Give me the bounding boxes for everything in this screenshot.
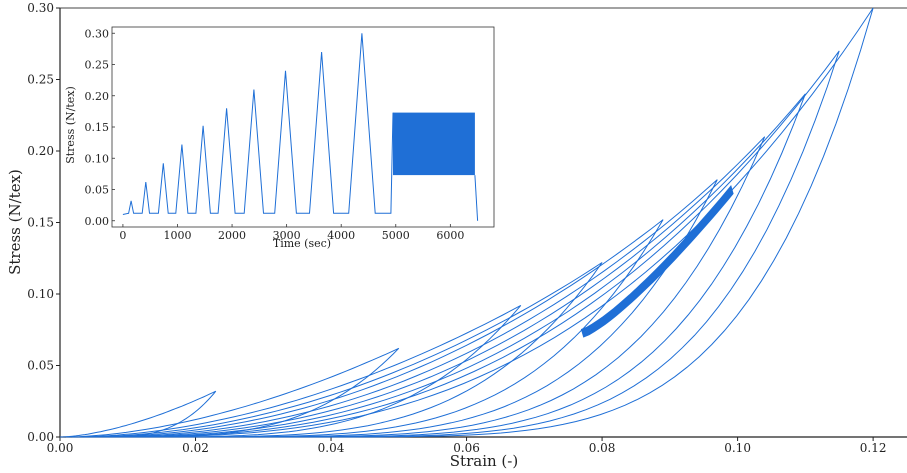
inset-x-ticks: 0 1000 2000 3000 4000 5000 6000 bbox=[119, 224, 464, 242]
main-chart: 0.00 0.02 0.04 0.06 0.08 0.10 0.12 0.00 0.05 0.1… bbox=[6, 1, 907, 470]
inset-fatigue-block bbox=[393, 112, 475, 176]
inset-y-tick-label: 0.05 bbox=[85, 184, 110, 197]
main-y-tick-label: 0.30 bbox=[27, 1, 54, 15]
inset-unloading-tail bbox=[474, 175, 479, 221]
inset-y-tick-label: 0.15 bbox=[85, 121, 110, 134]
main-x-axis-title: Strain (-) bbox=[450, 452, 518, 470]
main-y-tick-label: 0.15 bbox=[27, 216, 54, 230]
main-y-tick-label: 0.25 bbox=[27, 73, 54, 87]
inset-y-ticks: 0.00 0.05 0.10 0.15 0.20 0.25 0.30 bbox=[85, 27, 115, 228]
main-y-tick-label: 0.10 bbox=[27, 287, 54, 301]
inset-x-tick-label: 4000 bbox=[327, 229, 355, 242]
inset-x-tick-label: 0 bbox=[119, 229, 126, 242]
main-y-tick-label: 0.20 bbox=[27, 144, 54, 158]
main-x-tick-label: 0.12 bbox=[860, 441, 887, 455]
inset-y-tick-label: 0.10 bbox=[85, 152, 110, 165]
inset-chart: 0 1000 2000 3000 4000 5000 6000 0.000.050.100.… bbox=[64, 26, 495, 250]
main-x-tick-label: 0.06 bbox=[453, 441, 480, 455]
main-loop-cycle-6 bbox=[90, 179, 718, 438]
main-fatigue-band bbox=[580, 185, 734, 338]
inset-x-tick-label: 3000 bbox=[273, 229, 301, 242]
inset-series bbox=[122, 33, 479, 221]
inset-x-tick-label: 2000 bbox=[218, 229, 246, 242]
main-y-ticks: 0.00 0.05 0.10 0.15 0.20 0.25 0.30 bbox=[27, 1, 60, 444]
main-x-tick-label: 0.04 bbox=[318, 441, 345, 455]
main-loop-cycle-9 bbox=[108, 50, 840, 438]
main-x-tick-label: 0.02 bbox=[182, 441, 209, 455]
main-y-axis-title: Stress (N/tex) bbox=[6, 169, 24, 275]
main-loop-cycle-5 bbox=[84, 219, 664, 438]
main-x-tick-label: 0.10 bbox=[724, 441, 751, 455]
inset-x-tick-label: 1000 bbox=[163, 229, 191, 242]
inset-x-tick-label: 5000 bbox=[382, 229, 410, 242]
inset-y-tick-label: 0.30 bbox=[85, 27, 110, 40]
main-loop-cycle-4 bbox=[78, 262, 603, 438]
main-x-tick-label: 0.00 bbox=[47, 441, 74, 455]
main-x-ticks: 0.00 0.02 0.04 0.06 0.08 0.10 0.12 bbox=[47, 437, 887, 455]
main-loop-cycle-3 bbox=[72, 304, 522, 438]
inset-x-tick-label: 6000 bbox=[436, 229, 464, 242]
inset-x-axis-title: Time (sec) bbox=[273, 237, 331, 250]
inset-loading-series bbox=[122, 33, 394, 215]
main-y-tick-label: 0.00 bbox=[27, 430, 54, 444]
main-loop-cycle-7 bbox=[96, 136, 766, 438]
inset-y-axis-title: Stress (N/tex) bbox=[64, 86, 77, 164]
main-y-tick-label: 0.05 bbox=[27, 359, 54, 373]
main-loop-cycle-8 bbox=[102, 93, 806, 438]
inset-y-tick-label: 0.25 bbox=[85, 59, 110, 72]
main-series bbox=[59, 7, 874, 438]
main-x-tick-label: 0.08 bbox=[589, 441, 616, 455]
main-loop-cycle-2 bbox=[66, 347, 400, 438]
inset-y-tick-label: 0.20 bbox=[85, 90, 110, 103]
main-loop-cycle-10 bbox=[114, 7, 874, 438]
inset-y-tick-label: 0.00 bbox=[85, 215, 110, 228]
